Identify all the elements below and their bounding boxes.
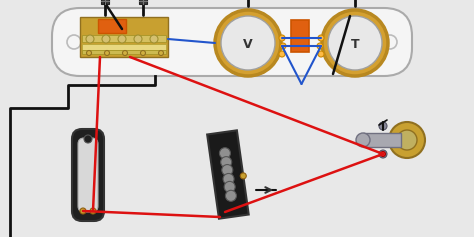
- Circle shape: [104, 50, 109, 55]
- Text: T: T: [351, 37, 359, 50]
- Circle shape: [383, 35, 397, 49]
- Text: V: V: [243, 37, 253, 50]
- Bar: [82, 44, 166, 50]
- Circle shape: [86, 50, 91, 55]
- Circle shape: [279, 51, 285, 57]
- Circle shape: [118, 35, 126, 43]
- Polygon shape: [207, 130, 249, 219]
- Circle shape: [102, 35, 110, 43]
- Circle shape: [219, 148, 230, 159]
- Bar: [80, 17, 168, 57]
- FancyBboxPatch shape: [72, 129, 104, 221]
- Circle shape: [86, 35, 94, 43]
- Circle shape: [318, 35, 324, 41]
- Circle shape: [389, 122, 425, 158]
- FancyBboxPatch shape: [52, 8, 412, 76]
- Circle shape: [280, 43, 286, 49]
- Circle shape: [80, 208, 86, 214]
- Circle shape: [134, 35, 142, 43]
- Circle shape: [317, 43, 323, 49]
- Circle shape: [381, 151, 385, 156]
- Circle shape: [223, 173, 234, 184]
- Circle shape: [318, 51, 324, 57]
- Circle shape: [215, 10, 281, 76]
- Bar: [82, 35, 166, 42]
- Circle shape: [322, 10, 388, 76]
- Circle shape: [221, 157, 232, 168]
- Circle shape: [90, 208, 96, 214]
- Bar: [98, 19, 126, 33]
- Bar: [363, 133, 401, 147]
- Circle shape: [150, 35, 158, 43]
- Bar: [101, 0, 109, 4]
- Circle shape: [397, 130, 417, 150]
- Circle shape: [67, 35, 81, 49]
- Circle shape: [224, 181, 235, 192]
- Circle shape: [328, 16, 382, 70]
- Bar: [292, 20, 310, 52]
- FancyBboxPatch shape: [78, 138, 98, 212]
- Bar: [139, 0, 147, 4]
- Circle shape: [379, 122, 387, 130]
- Circle shape: [221, 16, 275, 70]
- Circle shape: [279, 35, 285, 41]
- Circle shape: [140, 50, 146, 55]
- Circle shape: [84, 135, 92, 143]
- Circle shape: [356, 133, 370, 147]
- Circle shape: [379, 150, 387, 158]
- Circle shape: [158, 50, 164, 55]
- Circle shape: [226, 190, 237, 201]
- Circle shape: [240, 173, 246, 179]
- Circle shape: [122, 50, 128, 55]
- Circle shape: [222, 164, 233, 176]
- Bar: [82, 50, 166, 54]
